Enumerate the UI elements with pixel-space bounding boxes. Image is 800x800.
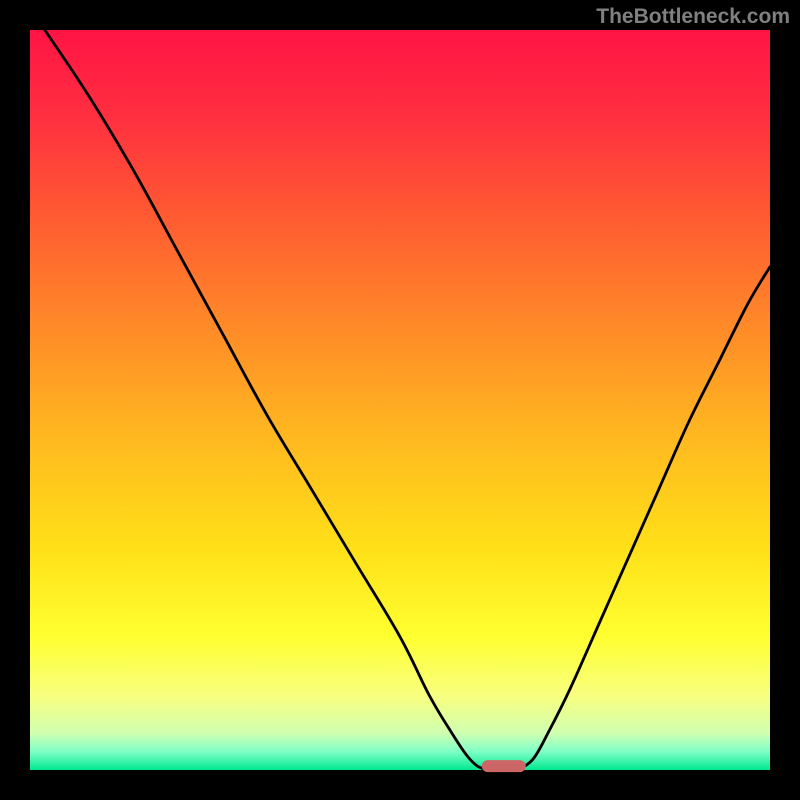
bottleneck-marker [481,760,525,772]
plot-area [30,30,770,770]
watermark-text: TheBottleneck.com [596,5,790,29]
left-curve [45,30,489,770]
chart-container: TheBottleneck.com [0,0,800,800]
right-curve [518,267,770,770]
curve-layer [30,30,770,770]
